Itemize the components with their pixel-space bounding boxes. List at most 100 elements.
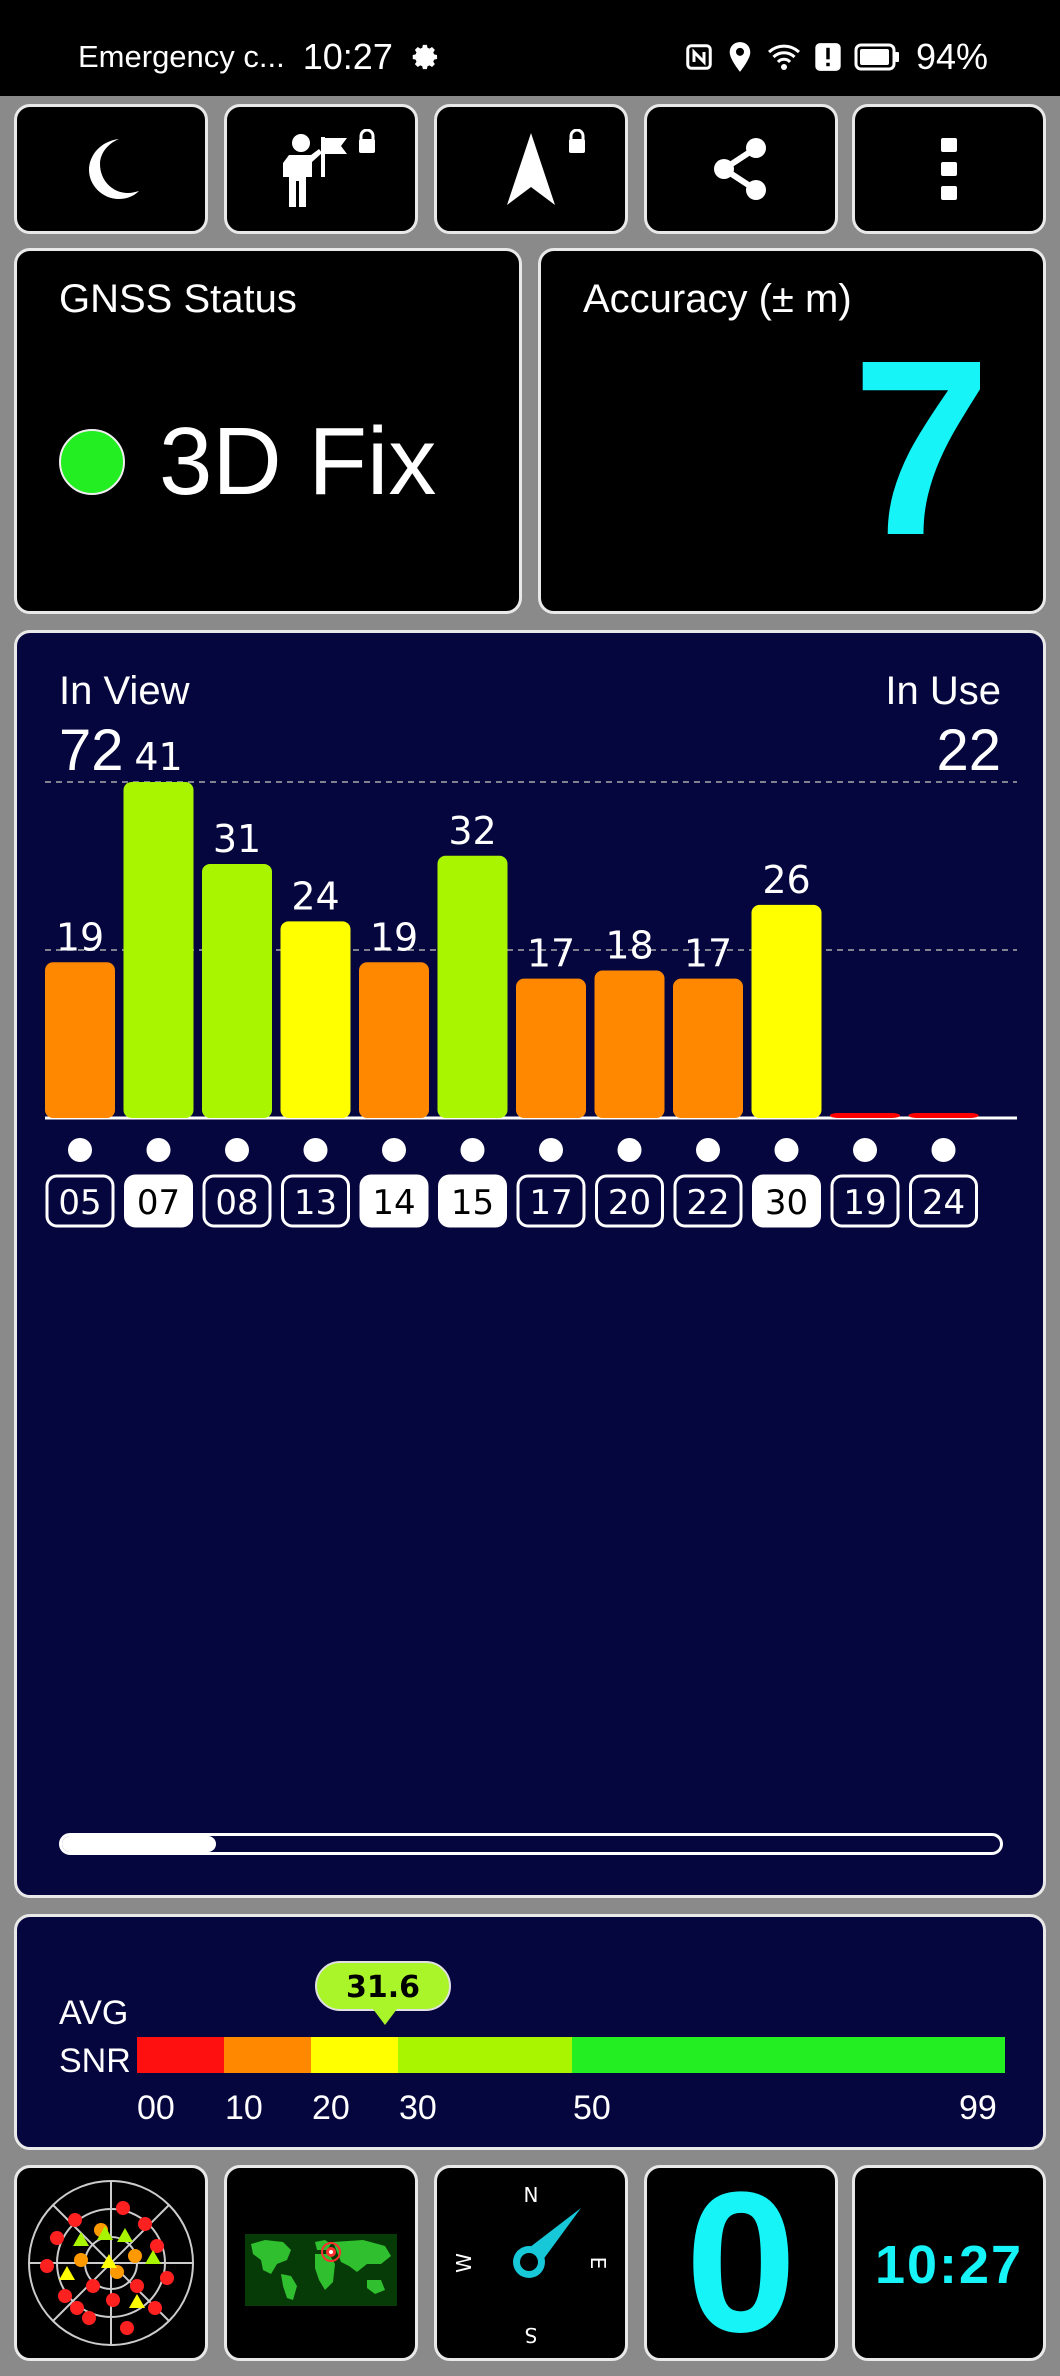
world-map-button[interactable]: [224, 2165, 418, 2361]
battery-percent: 94%: [915, 36, 988, 77]
status-bar: Emergency c... 10:27 94%: [0, 0, 1060, 96]
snr-bar: [437, 855, 508, 1118]
avg-snr-card: AVG SNR 31.6 00 10 20 30 50 99: [14, 1914, 1046, 2150]
satellite-id-badge: [673, 1174, 743, 1228]
snr-bar: [516, 978, 586, 1118]
satellite-used-dot: [303, 1138, 328, 1162]
scale-label-50: 50: [573, 2089, 611, 2127]
satellite-id-badge: [595, 1174, 664, 1228]
navigate-button[interactable]: [434, 104, 628, 234]
in-view-label: In View: [59, 669, 190, 713]
satellite-id-label: 22: [686, 1183, 729, 1223]
satellite-id-label: 07: [137, 1183, 180, 1223]
share-icon: [714, 138, 766, 200]
world-map-icon: [245, 2234, 397, 2306]
alert-icon: [815, 43, 841, 71]
satellite-id-badge: [359, 1174, 429, 1228]
satellite-signal-card: In View 72 In Use 22 19 05 41 07 31 08 24 13 19 1…: [14, 630, 1046, 1898]
snr-segment-lime: [398, 2037, 572, 2073]
bar-value-label: 17: [527, 932, 575, 976]
satellite-used-dot: [617, 1138, 642, 1162]
snr-segment-orange: [224, 2037, 311, 2073]
avg-snr-pointer: [373, 2009, 397, 2025]
satellite-used-dot: [853, 1138, 877, 1162]
snr-bar: [202, 863, 272, 1118]
more-options-button[interactable]: [852, 104, 1046, 234]
compass-button[interactable]: N E S W: [434, 2165, 628, 2361]
scale-label-30: 30: [399, 2089, 437, 2127]
satellite-id-badge: [45, 1174, 115, 1228]
carrier-text: Emergency c...: [78, 39, 285, 74]
satellite-id-label: 30: [765, 1183, 808, 1223]
satellite-id-label: 15: [451, 1183, 494, 1223]
person-flag-icon: [283, 129, 375, 207]
accuracy-card: Accuracy (± m) 7: [538, 248, 1046, 614]
wifi-icon: [767, 44, 800, 70]
sky-plot-icon: [28, 2180, 194, 2346]
satellite-used-dot: [68, 1138, 92, 1162]
satellite-id-badge: [438, 1174, 507, 1228]
satellite-used-dot: [146, 1138, 171, 1162]
in-use-count: 22: [936, 718, 1001, 783]
snr-bar: [673, 978, 743, 1118]
bar-value-label: 31: [213, 817, 261, 861]
satellite-id-badge: [909, 1174, 978, 1228]
compass-north: N: [524, 2183, 539, 2207]
speed-value: 0: [685, 2151, 797, 2374]
satellite-id-label: 14: [372, 1183, 415, 1223]
share-button[interactable]: [644, 104, 838, 234]
scale-label-00: 00: [137, 2089, 175, 2127]
satellite-id-badge: [281, 1174, 350, 1228]
satellite-used-dot: [696, 1138, 720, 1162]
bar-value-label: 17: [684, 932, 732, 976]
battery-icon: [854, 43, 899, 71]
bar-value-label: 24: [291, 874, 339, 918]
satellite-id-label: 05: [58, 1183, 101, 1223]
satellite-id-label: 24: [922, 1183, 965, 1223]
sky-view-button[interactable]: [14, 2165, 208, 2361]
gear-icon: [412, 44, 437, 70]
status-clock: 10:27: [302, 36, 393, 77]
bar-value-label: 19: [56, 915, 104, 959]
more-vert-icon: [941, 138, 957, 200]
snr-bar-chart: 19 05 41 07 31 08 24 13 19 14 32 15 17 17 18 20 17 22 26 30…: [45, 735, 1017, 1228]
gnss-status-card: GNSS Status 3D Fix: [14, 248, 522, 614]
accuracy-title: Accuracy (± m): [583, 277, 852, 321]
satellite-used-dot: [382, 1138, 406, 1162]
chart-scrollbar[interactable]: [59, 1833, 1003, 1855]
satellite-id-label: 08: [215, 1183, 258, 1223]
bar-value-label: 26: [762, 858, 810, 902]
snr-bar: [123, 782, 194, 1118]
in-use-label: In Use: [885, 669, 1001, 713]
snr-bar: [594, 970, 665, 1118]
snr-bar: [908, 1113, 979, 1118]
navigation-arrow-icon: [507, 129, 585, 205]
speed-button[interactable]: 0: [644, 2158, 838, 2368]
place-marker-button[interactable]: [224, 104, 418, 234]
compass-west: W: [452, 2253, 476, 2273]
satellite-id-label: 19: [843, 1183, 886, 1223]
scale-label-10: 10: [225, 2089, 263, 2127]
snr-bar: [280, 921, 351, 1118]
avg-snr-bubble: 31.6: [315, 1961, 451, 2011]
bar-value-label: 32: [448, 809, 496, 853]
satellite-id-badge: [516, 1174, 586, 1228]
bar-value-label: 18: [605, 923, 653, 967]
avg-label: AVG: [59, 1994, 129, 2032]
snr-bar: [45, 962, 115, 1118]
satellite-id-badge: [752, 1174, 821, 1228]
location-icon: [729, 42, 751, 72]
moon-icon: [89, 139, 139, 199]
satellite-used-dot: [774, 1138, 799, 1162]
chart-scrollbar-thumb[interactable]: [62, 1836, 216, 1852]
snr-scale-bar: [137, 2037, 1005, 2073]
bar-value-label: 19: [370, 915, 418, 959]
clock-button[interactable]: 10:27: [852, 2165, 1046, 2361]
snr-segment-green: [572, 2037, 1005, 2073]
fix-status-text: 3D Fix: [159, 408, 437, 515]
satellite-id-badge: [202, 1174, 272, 1228]
snr-label: SNR: [59, 2042, 131, 2080]
accuracy-value: 7: [851, 308, 991, 587]
night-mode-button[interactable]: [14, 104, 208, 234]
scale-label-99: 99: [959, 2089, 997, 2127]
